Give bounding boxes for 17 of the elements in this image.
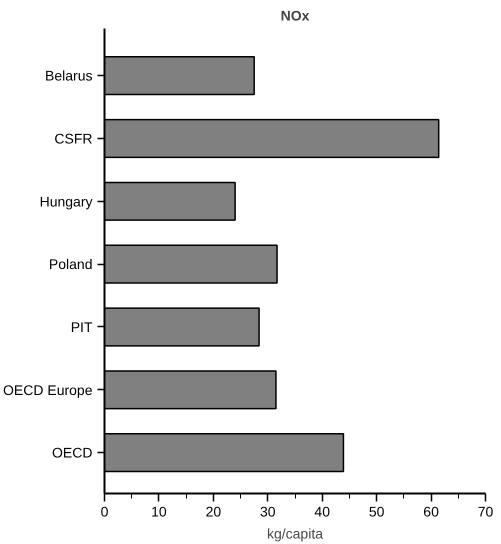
x-tick-label: 30	[260, 504, 276, 520]
x-tick-label: 0	[100, 504, 109, 520]
x-tick-label: 60	[423, 504, 440, 520]
x-tick-label: 20	[206, 504, 222, 520]
y-tick-label: Poland	[48, 256, 92, 272]
x-tick-label: 50	[368, 504, 385, 520]
y-tick-label: OECD	[52, 444, 93, 461]
y-tick-label: Hungary	[40, 193, 93, 210]
y-tick-label: PIT	[70, 318, 93, 335]
x-tick-label: 70	[478, 504, 494, 520]
y-tick-label: CSFR	[54, 130, 93, 146]
y-tick-label: OECD Europe	[3, 382, 93, 398]
y-tick-label: Belarus	[45, 68, 92, 84]
x-axis-title: kg/capita	[266, 526, 324, 542]
chart-title: NOx	[280, 8, 310, 24]
x-tick-label: 10	[151, 504, 167, 520]
x-tick-label: 40	[314, 504, 330, 520]
